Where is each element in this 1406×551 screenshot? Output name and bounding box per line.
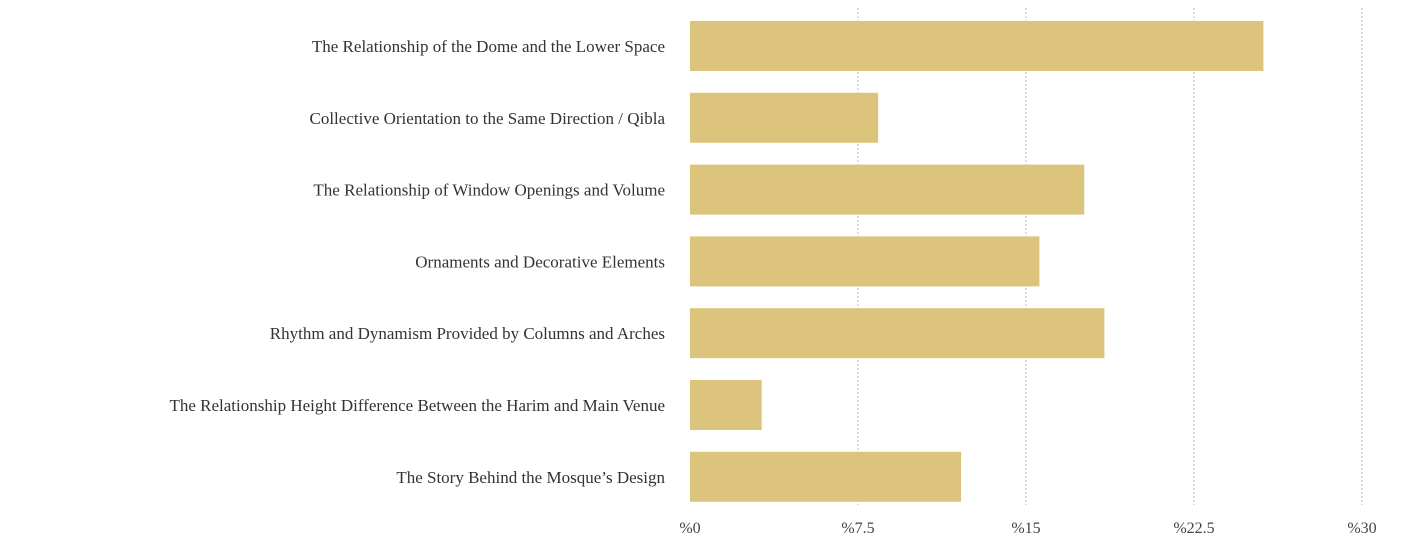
bar: [690, 21, 1264, 71]
category-labels: The Relationship of the Dome and the Low…: [169, 37, 665, 487]
category-label: The Relationship Height Difference Betwe…: [169, 396, 665, 415]
category-label: The Relationship of Window Openings and …: [313, 181, 665, 200]
bar: [690, 308, 1105, 359]
bar: [690, 236, 1040, 287]
category-label: Collective Orientation to the Same Direc…: [310, 109, 666, 128]
x-tick-label: %7.5: [841, 520, 874, 537]
bar: [690, 451, 962, 502]
category-label: Ornaments and Decorative Elements: [415, 252, 665, 271]
category-label: The Story Behind the Mosque’s Design: [396, 468, 665, 487]
bar: [690, 380, 762, 430]
x-axis-ticks: %0 %7.5 %15 %22.5 %30: [679, 520, 1376, 537]
bar: [690, 92, 879, 143]
bars: [690, 21, 1264, 502]
x-tick-label: %0: [679, 520, 700, 537]
category-label: The Relationship of the Dome and the Low…: [312, 37, 665, 56]
x-tick-label: %15: [1011, 520, 1040, 537]
category-label: Rhythm and Dynamism Provided by Columns …: [270, 324, 665, 343]
x-tick-label: %30: [1347, 520, 1376, 537]
x-tick-label: %22.5: [1173, 520, 1214, 537]
bar: [690, 164, 1085, 215]
